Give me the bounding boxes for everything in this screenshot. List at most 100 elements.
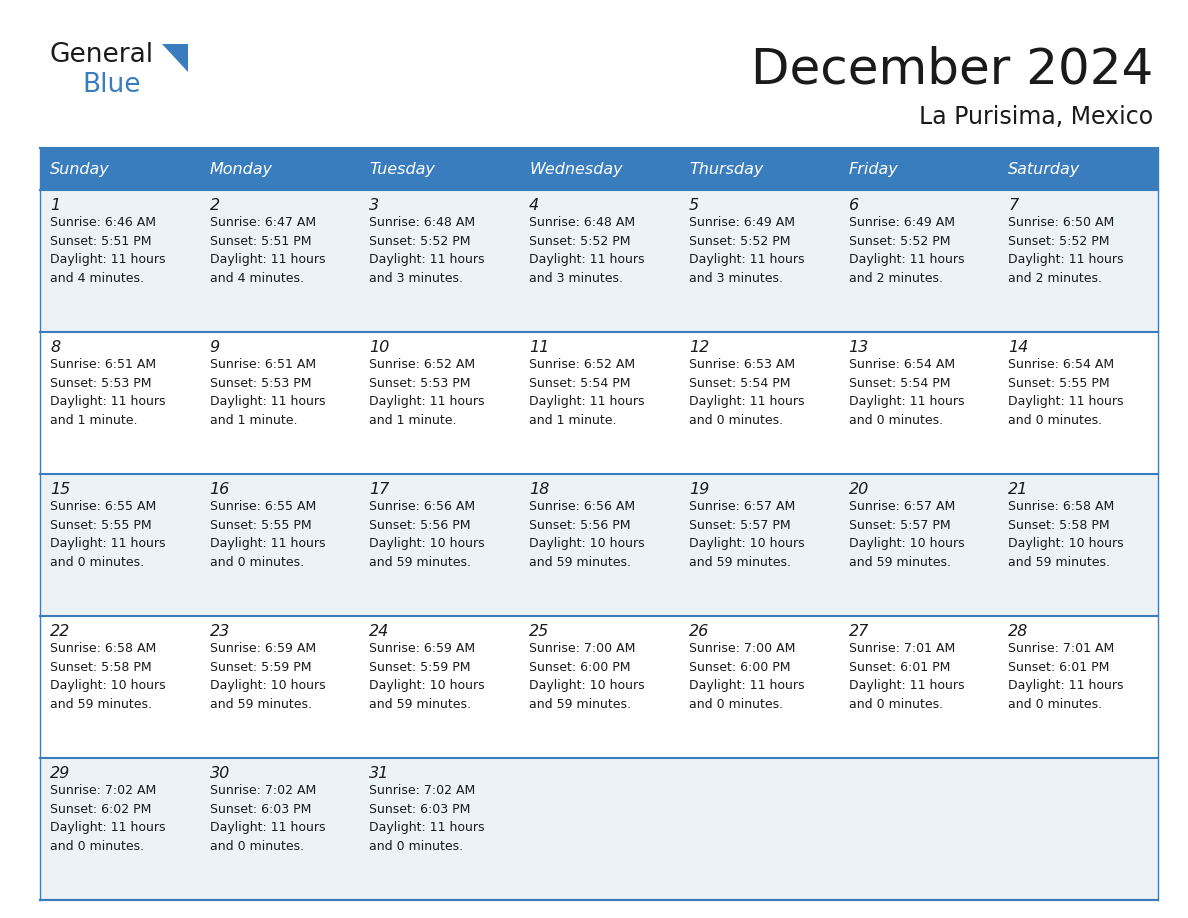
Bar [519, 332, 678, 474]
Text: Sunset: 5:52 PM: Sunset: 5:52 PM [369, 235, 470, 248]
Text: Sunrise: 6:52 AM: Sunrise: 6:52 AM [369, 359, 475, 372]
Text: Daylight: 11 hours: Daylight: 11 hours [529, 253, 645, 266]
Text: and 0 minutes.: and 0 minutes. [1009, 414, 1102, 427]
Bar [40, 474, 200, 616]
Bar [678, 758, 839, 900]
Text: Sunrise: 6:49 AM: Sunrise: 6:49 AM [689, 217, 795, 230]
Text: and 0 minutes.: and 0 minutes. [210, 556, 304, 569]
Text: Thursday: Thursday [689, 162, 763, 176]
Text: Sunrise: 7:01 AM: Sunrise: 7:01 AM [848, 643, 955, 655]
Text: Sunset: 6:02 PM: Sunset: 6:02 PM [50, 803, 151, 816]
Bar [40, 758, 200, 900]
Text: Sunrise: 7:01 AM: Sunrise: 7:01 AM [1009, 643, 1114, 655]
Text: Sunset: 5:51 PM: Sunset: 5:51 PM [210, 235, 311, 248]
Text: Sunset: 5:51 PM: Sunset: 5:51 PM [50, 235, 152, 248]
Text: Sunset: 5:56 PM: Sunset: 5:56 PM [369, 519, 470, 532]
Text: Sunrise: 6:47 AM: Sunrise: 6:47 AM [210, 217, 316, 230]
Text: 20: 20 [848, 482, 868, 497]
Text: 12: 12 [689, 340, 709, 355]
Text: Sunset: 6:01 PM: Sunset: 6:01 PM [1009, 661, 1110, 674]
Bar [519, 474, 678, 616]
Text: and 0 minutes.: and 0 minutes. [50, 556, 144, 569]
Text: Sunrise: 6:58 AM: Sunrise: 6:58 AM [1009, 500, 1114, 513]
Text: December 2024: December 2024 [751, 45, 1154, 93]
Text: Sunrise: 6:51 AM: Sunrise: 6:51 AM [210, 359, 316, 372]
Text: Daylight: 11 hours: Daylight: 11 hours [689, 679, 804, 692]
Text: 19: 19 [689, 482, 709, 497]
Text: 8: 8 [50, 340, 61, 355]
Bar [200, 616, 360, 758]
Bar [200, 474, 360, 616]
Bar [839, 474, 998, 616]
Text: La Purisima, Mexico: La Purisima, Mexico [918, 105, 1154, 129]
Text: Daylight: 11 hours: Daylight: 11 hours [50, 253, 165, 266]
Text: Sunrise: 6:56 AM: Sunrise: 6:56 AM [529, 500, 636, 513]
Text: Sunset: 5:54 PM: Sunset: 5:54 PM [848, 377, 950, 390]
Text: 9: 9 [210, 340, 220, 355]
Text: Sunrise: 6:54 AM: Sunrise: 6:54 AM [1009, 359, 1114, 372]
Text: Monday: Monday [210, 162, 273, 176]
Text: 13: 13 [848, 340, 868, 355]
Text: and 0 minutes.: and 0 minutes. [848, 414, 943, 427]
Text: Daylight: 11 hours: Daylight: 11 hours [848, 253, 965, 266]
Bar [678, 148, 839, 190]
Bar [40, 148, 200, 190]
Bar [998, 190, 1158, 332]
Bar [839, 758, 998, 900]
Text: Daylight: 10 hours: Daylight: 10 hours [1009, 538, 1124, 551]
Text: Sunday: Sunday [50, 162, 109, 176]
Text: 31: 31 [369, 766, 390, 781]
Text: and 1 minute.: and 1 minute. [369, 414, 457, 427]
Text: Sunset: 6:03 PM: Sunset: 6:03 PM [210, 803, 311, 816]
Text: and 1 minute.: and 1 minute. [210, 414, 297, 427]
Text: Blue: Blue [82, 72, 140, 98]
Text: Sunset: 5:52 PM: Sunset: 5:52 PM [529, 235, 631, 248]
Text: 30: 30 [210, 766, 230, 781]
Text: and 3 minutes.: and 3 minutes. [369, 272, 463, 285]
Text: Sunrise: 7:00 AM: Sunrise: 7:00 AM [529, 643, 636, 655]
Text: Sunset: 5:59 PM: Sunset: 5:59 PM [210, 661, 311, 674]
Text: Sunrise: 6:59 AM: Sunrise: 6:59 AM [369, 643, 475, 655]
Bar [678, 332, 839, 474]
Text: Sunrise: 7:00 AM: Sunrise: 7:00 AM [689, 643, 795, 655]
Text: and 1 minute.: and 1 minute. [529, 414, 617, 427]
Bar [998, 332, 1158, 474]
Text: 24: 24 [369, 624, 390, 639]
Text: and 3 minutes.: and 3 minutes. [529, 272, 624, 285]
Text: Tuesday: Tuesday [369, 162, 435, 176]
Text: Sunset: 5:59 PM: Sunset: 5:59 PM [369, 661, 470, 674]
Text: Sunset: 5:58 PM: Sunset: 5:58 PM [50, 661, 152, 674]
Text: and 59 minutes.: and 59 minutes. [369, 556, 472, 569]
Bar [360, 332, 519, 474]
Text: Sunset: 5:57 PM: Sunset: 5:57 PM [689, 519, 790, 532]
Text: 23: 23 [210, 624, 230, 639]
Text: Sunset: 5:53 PM: Sunset: 5:53 PM [210, 377, 311, 390]
Text: Sunrise: 6:48 AM: Sunrise: 6:48 AM [529, 217, 636, 230]
Text: 17: 17 [369, 482, 390, 497]
Text: Daylight: 10 hours: Daylight: 10 hours [369, 538, 485, 551]
Text: 21: 21 [1009, 482, 1029, 497]
Text: and 59 minutes.: and 59 minutes. [529, 556, 631, 569]
Text: and 0 minutes.: and 0 minutes. [689, 414, 783, 427]
Text: 7: 7 [1009, 198, 1018, 213]
Text: 2: 2 [210, 198, 220, 213]
Text: and 4 minutes.: and 4 minutes. [50, 272, 144, 285]
Text: 26: 26 [689, 624, 709, 639]
Bar [200, 758, 360, 900]
Bar [678, 190, 839, 332]
Text: Daylight: 11 hours: Daylight: 11 hours [848, 396, 965, 409]
Text: Sunrise: 6:57 AM: Sunrise: 6:57 AM [689, 500, 795, 513]
Text: 27: 27 [848, 624, 868, 639]
Text: Sunrise: 6:48 AM: Sunrise: 6:48 AM [369, 217, 475, 230]
Text: 18: 18 [529, 482, 549, 497]
Text: Sunrise: 6:53 AM: Sunrise: 6:53 AM [689, 359, 795, 372]
Text: Sunrise: 6:49 AM: Sunrise: 6:49 AM [848, 217, 955, 230]
Text: Sunset: 5:52 PM: Sunset: 5:52 PM [1009, 235, 1110, 248]
Text: Daylight: 10 hours: Daylight: 10 hours [369, 679, 485, 692]
Text: Daylight: 11 hours: Daylight: 11 hours [210, 396, 326, 409]
Text: and 0 minutes.: and 0 minutes. [848, 698, 943, 711]
Text: Daylight: 10 hours: Daylight: 10 hours [689, 538, 804, 551]
Text: Daylight: 11 hours: Daylight: 11 hours [210, 538, 326, 551]
Text: Friday: Friday [848, 162, 898, 176]
Text: and 59 minutes.: and 59 minutes. [1009, 556, 1111, 569]
